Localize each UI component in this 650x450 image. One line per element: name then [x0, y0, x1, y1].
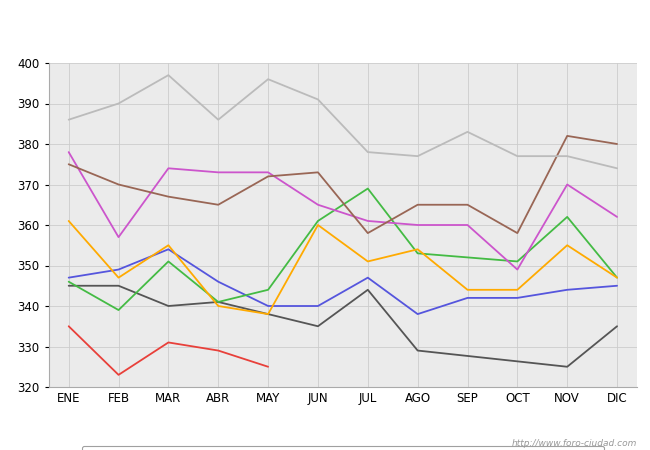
- Legend: 2024, 2023, 2022, 2021, 2020, 2019, 2018, 2017: 2024, 2023, 2022, 2021, 2020, 2019, 2018…: [82, 446, 604, 450]
- Text: http://www.foro-ciudad.com: http://www.foro-ciudad.com: [512, 439, 637, 448]
- Text: Afiliados en Villaralto a 31/5/2024: Afiliados en Villaralto a 31/5/2024: [185, 12, 465, 30]
